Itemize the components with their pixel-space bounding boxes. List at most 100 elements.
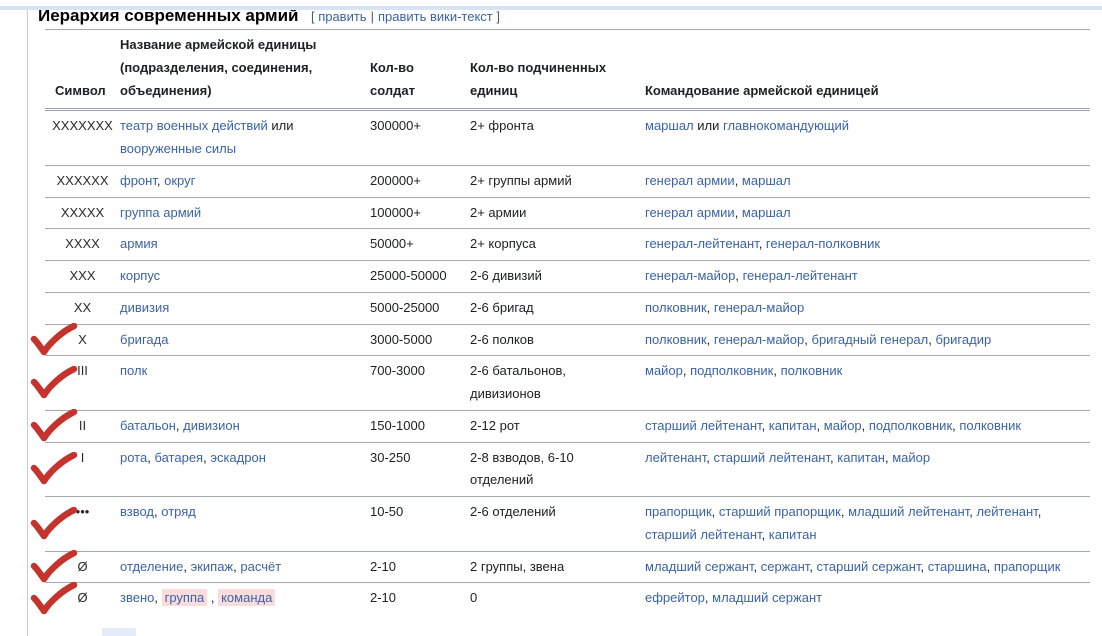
wiki-link[interactable]: младший лейтенант [848,504,970,519]
table-header-row: Символ Название армейской единицы (подра… [45,28,1090,112]
wiki-link[interactable]: дивизион [183,417,240,433]
wiki-link[interactable]: дивизия [120,299,170,315]
wiki-link[interactable]: бригада [120,331,169,347]
section-heading: Иерархия современных армий [ править | пра… [38,6,1102,26]
wiki-link[interactable]: генерал армии [645,172,735,188]
soldiers-cell: 100000+ [370,196,470,229]
subunits-cell: 2-6 бригад [470,291,645,324]
column-header-subunits: Кол-во подчиненных единиц [470,28,645,112]
wiki-link[interactable]: майор [892,449,931,465]
subunits-cell: 2+ корпуса [470,228,645,261]
wiki-link[interactable]: подполковник [690,363,774,379]
wiki-link[interactable]: театр военных действий [120,118,268,134]
wiki-link[interactable]: отделение [120,558,184,574]
wiki-link[interactable]: старшина [927,558,987,574]
wiki-link[interactable]: расчёт [240,558,282,574]
wiki-link[interactable]: капитан [837,449,885,465]
wiki-link[interactable]: фронт [120,172,157,188]
wiki-link[interactable]: лейтенант [645,449,707,465]
wiki-link[interactable]: генерал-майор [645,268,736,283]
wiki-link[interactable]: младший сержант [645,558,754,574]
wiki-link[interactable]: экипаж [190,558,234,574]
symbol-text: Ø [77,558,88,574]
symbol-text: X [78,331,87,347]
soldiers-cell: 3000-5000 [370,323,470,356]
subunits-cell: 2-12 рот [470,409,645,442]
wiki-link[interactable]: генерал армии [645,204,735,220]
checkmark-icon [30,409,78,442]
wiki-link[interactable]: бригадир [935,331,992,347]
wiki-link[interactable]: батальон [120,417,176,433]
wiki-link[interactable]: взвод [120,504,155,519]
wiki-link[interactable]: прапорщик [993,558,1061,574]
wiki-link[interactable]: округ [164,172,196,188]
checkmark-icon [30,581,78,614]
wiki-link[interactable]: маршал [741,204,791,220]
symbol-cell: XXX [45,260,120,293]
unit-name-cell: группа армий [120,196,370,229]
edit-link[interactable]: править [318,9,367,24]
subunits-cell: 2 группы, звена [470,550,645,583]
wiki-link[interactable]: маршал [645,118,694,134]
wiki-link[interactable]: звено [120,590,155,606]
table-row: Ø отделение, экипаж, расчёт 2-10 2 групп… [30,549,1090,583]
wiki-link[interactable]: отряд [161,504,196,519]
text-separator: , [969,504,977,519]
symbol-text: ••• [75,504,90,519]
table-row: XXXXXXX театр военных действий или воору… [45,110,1090,166]
wiki-link[interactable]: старший лейтенант [645,526,762,542]
wiki-link[interactable]: старший сержант [816,558,921,574]
wiki-link[interactable]: бригадный генерал [811,331,929,347]
text-separator: , [884,449,893,465]
wiki-link[interactable]: полковник [780,363,843,379]
wiki-link[interactable]: майор [645,363,683,379]
wiki-link[interactable]: лейтенант [976,504,1038,519]
wiki-link[interactable]: группа армий [120,204,202,220]
highlighted-wiki-link[interactable]: команда [218,589,276,607]
wiki-link[interactable]: маршал [741,172,791,188]
text-separator: , [809,558,817,574]
symbol-cell: XXXXX [45,196,120,229]
wiki-link[interactable]: полковник [645,299,707,315]
text-separator: , [704,590,713,606]
text-separator: , [830,449,838,465]
wiki-link[interactable]: рота [120,449,148,465]
wiki-link[interactable]: старший лейтенант [645,417,762,433]
wiki-link[interactable]: старший прапорщик [718,504,841,519]
wiki-link[interactable]: генерал-полковник [765,236,881,252]
wiki-link[interactable]: генерал-майор [713,331,805,347]
edit-wikitext-link[interactable]: править вики-текст [377,9,493,24]
wiki-link[interactable]: генерал-майор [713,299,805,315]
wiki-link[interactable]: главнокомандующий [723,118,850,134]
wiki-link[interactable]: вооруженные силы [120,141,237,156]
highlighted-wiki-link[interactable]: группа [161,589,208,607]
wiki-link[interactable]: капитан [768,526,817,542]
army-hierarchy-table: Символ Название армейской единицы (подра… [30,28,1090,614]
top-border-strip [0,6,1102,10]
text-separator: , [147,449,155,465]
symbol-text: XXXXXXX [52,118,113,134]
wiki-link[interactable]: прапорщик [645,504,712,519]
text-separator: , [706,299,714,315]
unit-name-cell: армия [120,228,370,261]
wiki-link[interactable]: генерал-лейтенант [742,268,858,283]
wiki-link[interactable]: подполковник [868,417,953,433]
wiki-link[interactable]: майор [823,417,862,433]
symbol-text: II [78,417,87,433]
wiki-link[interactable]: генерал-лейтенант [645,236,759,252]
wiki-link[interactable]: старший лейтенант [713,449,831,465]
wiki-link[interactable]: сержант [760,558,810,574]
wiki-link[interactable]: полковник [645,331,707,347]
wiki-link[interactable]: полк [120,363,148,379]
wiki-link[interactable]: ефрейтор [645,590,705,606]
symbol-text: I [80,449,85,465]
soldiers-cell: 5000-25000 [370,291,470,324]
wiki-link[interactable]: эскадрон [210,449,266,465]
wiki-link[interactable]: батарея [154,449,204,465]
wiki-link[interactable]: капитан [768,417,817,433]
wiki-link[interactable]: армия [120,236,158,252]
wiki-link[interactable]: младший сержант [712,590,823,606]
wiki-link[interactable]: корпус [120,268,161,283]
unit-name-cell: взвод, отряд [120,496,370,551]
wiki-link[interactable]: полковник [959,417,1022,433]
